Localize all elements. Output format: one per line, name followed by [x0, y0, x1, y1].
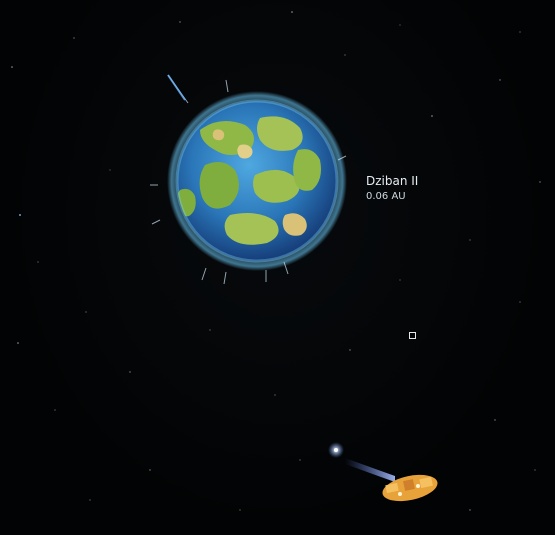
- orbital-beam: [167, 74, 186, 101]
- waypoint-marker[interactable]: [409, 332, 416, 339]
- background-stars: [11, 11, 541, 511]
- planet-distance: 0.06 AU: [366, 191, 406, 202]
- player-ship-icon[interactable]: [328, 442, 440, 506]
- planet-landmasses: [177, 116, 321, 245]
- ship-hull: [382, 474, 438, 502]
- ship-light: [334, 448, 338, 452]
- planet-name: Dziban II: [366, 174, 419, 188]
- planet-label[interactable]: Dziban II 0.06 AU: [366, 174, 418, 204]
- engine-trail: [345, 458, 395, 482]
- planet-dziban-ii[interactable]: [150, 74, 347, 285]
